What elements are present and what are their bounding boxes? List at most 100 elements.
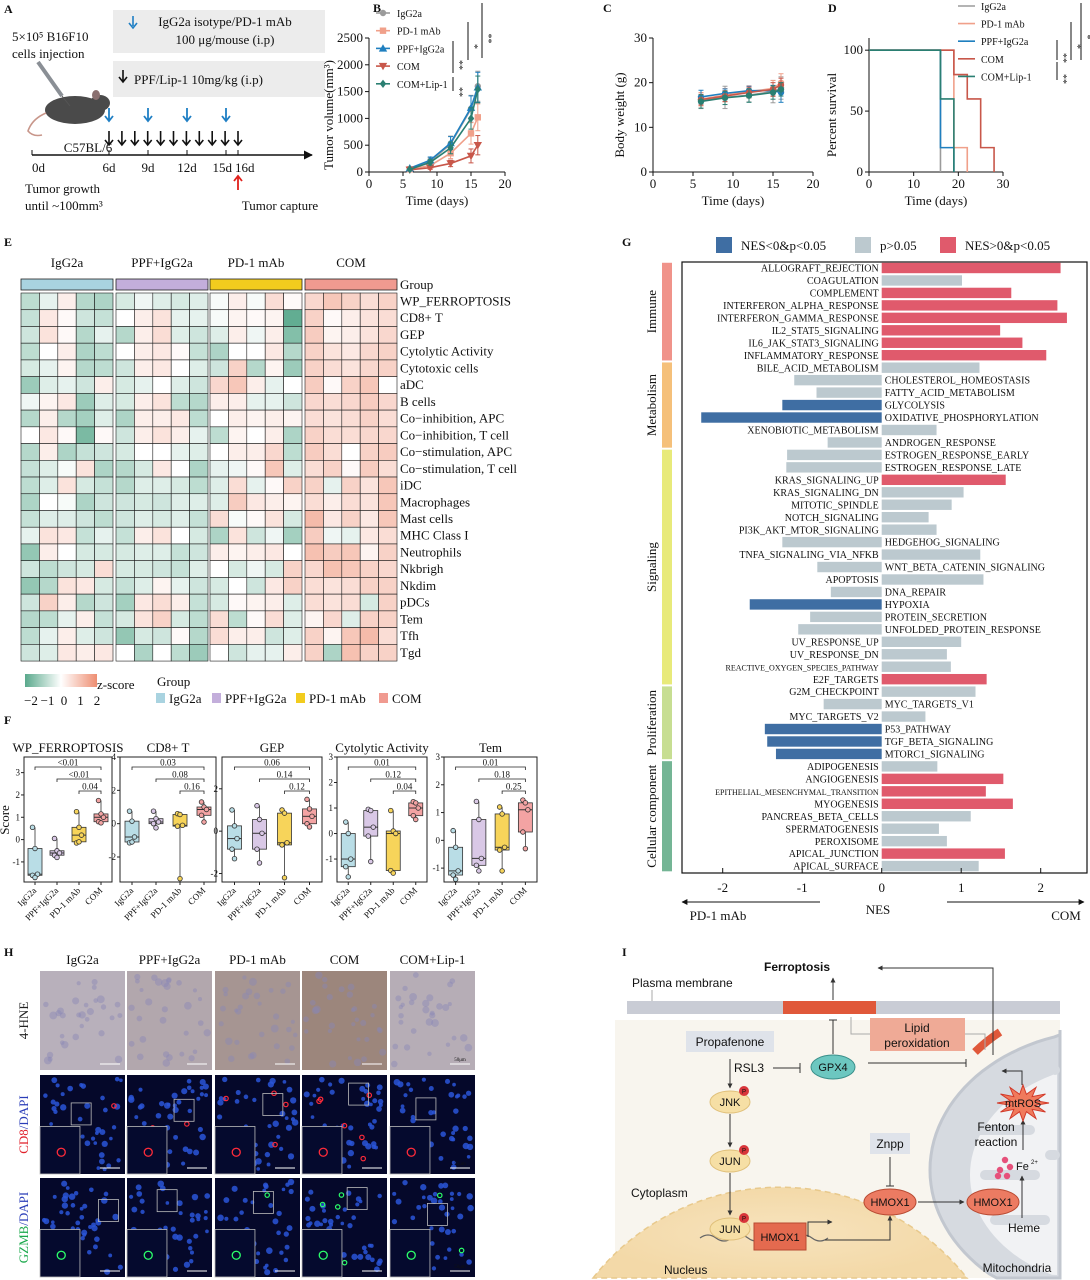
nes-bar — [775, 748, 882, 760]
legend-item: PPF+IgG2a — [376, 44, 445, 55]
heatmap-cell — [170, 342, 190, 361]
data-point — [379, 79, 387, 88]
inset-positive-cell — [406, 1250, 416, 1260]
pathway-label: ADIPOGENESIS — [807, 762, 879, 773]
heatmap-cell — [170, 359, 190, 377]
cell-nucleus — [100, 1004, 107, 1010]
stain-name: 4-HNE — [16, 1002, 31, 1040]
cell-nucleus — [449, 978, 456, 984]
heatmap-cell — [20, 476, 40, 495]
heatmap-cell — [152, 359, 172, 377]
heatmap-cell — [359, 393, 379, 411]
data-point — [450, 827, 456, 834]
cell-nucleus — [76, 1012, 82, 1018]
phospho-icon — [739, 1086, 749, 1096]
heatmap-cell — [115, 510, 135, 528]
heatmap-cell — [359, 342, 379, 361]
dapi-nucleus — [316, 1087, 321, 1092]
pathway-label: DNA_REPAIR — [885, 588, 947, 599]
heatmap-cell — [228, 610, 248, 628]
heatmap-cell — [228, 292, 248, 311]
cell-nucleus — [166, 977, 172, 983]
heatmap-cell — [323, 476, 343, 495]
cell-nucleus — [436, 1003, 443, 1010]
heatmap-cell — [209, 443, 229, 461]
cell-nucleus — [151, 974, 158, 981]
iron-ion-icon — [994, 1172, 1002, 1180]
heatmap-cell — [189, 426, 209, 444]
x-tick-label: -2 — [717, 880, 728, 895]
heatmap-cell — [39, 610, 59, 628]
p-value-label: 0.06 — [264, 758, 280, 768]
heatmap-cell — [75, 593, 95, 612]
hmox1-cytoplasm-node — [863, 1188, 917, 1216]
heatmap-cell — [39, 543, 59, 561]
dapi-nucleus — [351, 1215, 357, 1220]
heatmap-cell — [246, 309, 266, 327]
heatmap-cell — [152, 342, 172, 361]
plot-frame — [119, 756, 217, 883]
dapi-nucleus — [310, 1115, 315, 1119]
legend-swatch — [716, 237, 732, 253]
nes-bar — [881, 325, 1001, 336]
p-value-label: 0.04 — [397, 782, 413, 792]
dapi-nucleus — [159, 1185, 166, 1192]
y-tick-label: 1 — [16, 812, 21, 822]
heatmap-cell — [189, 359, 209, 377]
drug-label: PPF/Lip-1 10mg/kg (i.p) — [134, 72, 263, 87]
survival-curve — [869, 49, 942, 172]
dapi-nucleus — [172, 1103, 177, 1108]
iron-charge-label: 2+ — [1031, 1160, 1038, 1166]
dapi-nucleus — [189, 1259, 194, 1264]
data-point — [284, 840, 290, 846]
ihc-image — [302, 971, 387, 1070]
box — [340, 833, 356, 868]
heatmap-cell — [246, 593, 266, 612]
heatmap-cell — [264, 342, 284, 361]
x-tick-label: 15 — [767, 176, 780, 191]
dapi-nucleus — [101, 1140, 108, 1148]
drug-dose-arrow-icon — [194, 131, 204, 147]
dapi-nucleus — [346, 1139, 353, 1146]
y-tick-label: 0 — [857, 164, 864, 179]
box — [27, 848, 43, 876]
heatmap-cell — [246, 443, 266, 461]
gpx4-node — [810, 1054, 856, 1080]
group-legend-label: PD-1 mAb — [309, 691, 366, 706]
heatmap-cell — [57, 476, 77, 495]
pathway-label: G2M_CHECKPOINT — [789, 687, 878, 698]
data-point — [54, 854, 60, 861]
dapi-nucleus — [451, 1130, 456, 1135]
dapi-nucleus — [291, 1109, 298, 1116]
comparison-bracket — [455, 766, 526, 770]
dapi-nucleus — [340, 1251, 347, 1258]
jun-dna-node — [709, 1217, 751, 1241]
data-point — [254, 846, 260, 852]
heatmap-cell — [378, 610, 398, 628]
nes-bar — [798, 624, 882, 635]
capture-arrow-icon — [233, 174, 243, 190]
heatmap-cell — [323, 393, 343, 411]
dapi-nucleus — [171, 1092, 178, 1099]
blue-arrow-icon — [128, 16, 138, 30]
dapi-nucleus — [438, 1204, 446, 1211]
cell-nucleus — [86, 1008, 94, 1016]
antibody-dose-label: 100 μg/mouse (i.p) — [175, 32, 274, 47]
dapi-nucleus — [53, 1109, 58, 1114]
cell-nucleus — [451, 1035, 457, 1041]
dapi-nucleus — [239, 1210, 244, 1215]
cell-nucleus — [43, 1001, 49, 1008]
dapi-nucleus — [440, 1131, 446, 1137]
colorbar-title: z-score — [97, 677, 135, 692]
zoom-region-box — [427, 1202, 448, 1226]
heatmap-cell — [115, 326, 135, 344]
cell-nucleus — [183, 1030, 189, 1036]
heatmap-cell — [94, 627, 114, 645]
cell-nucleus — [228, 1055, 235, 1062]
data-point — [413, 800, 419, 806]
heatmap-cell — [115, 342, 135, 361]
category-bar — [662, 449, 672, 685]
data-point — [254, 803, 260, 809]
cell-nucleus — [346, 991, 354, 998]
heatmap-cell — [39, 510, 59, 528]
